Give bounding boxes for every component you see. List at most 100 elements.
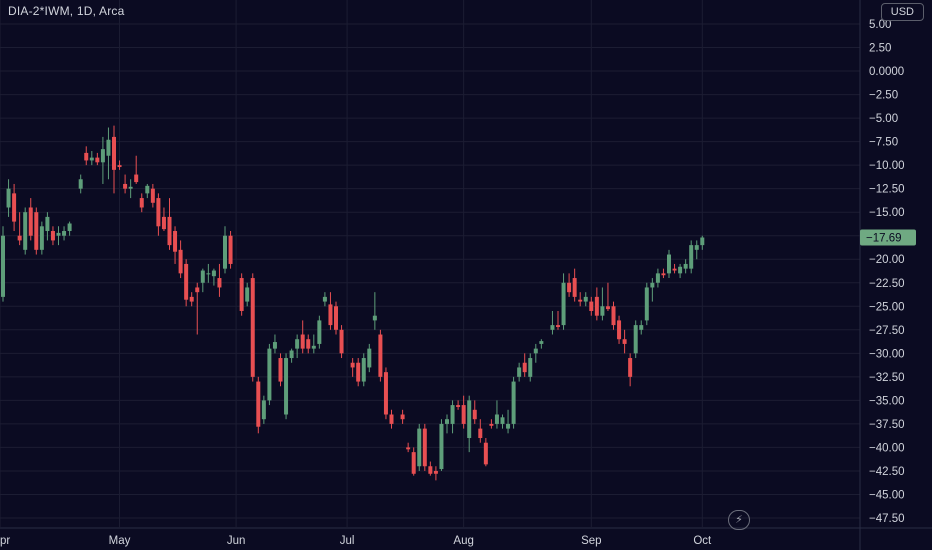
candle-body [117,165,122,168]
candle-body [650,282,655,288]
y-tick-label: −20.00 [869,254,905,266]
last-price-badge [860,229,916,246]
candle [633,320,638,359]
candle-body [383,372,388,415]
candle-body [389,414,394,424]
candle-body [422,428,427,467]
candle-body [211,270,216,277]
candle-body [250,278,255,377]
candle-body [28,207,33,236]
candle-body [500,417,505,424]
time-axis: pr May Jun Jul Aug Sep Oct [0,535,712,547]
candle [300,320,305,354]
candle-body [506,423,511,429]
candle-body [156,198,161,227]
candle-body [178,249,183,274]
candle [655,268,660,288]
currency-button[interactable]: USD [880,3,924,21]
candle [28,198,33,241]
candle-body [461,405,466,424]
candle [378,329,383,382]
candle [350,358,355,377]
candle-body [112,136,116,170]
candle [461,395,466,429]
candle [561,273,566,330]
candle-body [67,223,72,232]
candle [67,221,72,236]
candle [522,353,527,377]
candle-body [206,273,211,275]
candle [617,315,622,344]
candle-body [567,282,572,293]
candle-body [417,428,422,467]
candle-body [428,466,433,474]
candle-body [445,419,449,424]
candle [639,320,644,335]
y-tick-label: 0.0000 [869,66,904,78]
candle [339,325,344,359]
candle [84,146,89,166]
candle-body [550,325,555,330]
candle [284,353,289,420]
candle-body [339,329,344,354]
candle [128,179,133,199]
candle [217,263,222,297]
candle-body [439,423,444,470]
lightning-icon[interactable]: ⚡ [728,510,750,530]
price-axis: 5.00 2.50 0.0000 −2.50 −5.00 −7.50 −10.00 −12.5… [869,19,905,525]
candle-body [667,254,671,274]
y-tick-label: −35.00 [869,395,905,407]
candle [450,400,455,434]
candle-body [556,325,560,327]
candle [261,395,266,424]
candle [472,400,477,424]
candle-body [528,358,533,377]
candle [367,343,372,373]
candle [89,151,94,166]
candle-body [200,270,205,283]
candle-body [145,185,150,194]
candle-body [678,266,683,274]
candle [689,240,694,274]
candle-body [317,320,322,344]
candle [506,409,511,434]
candle-body [100,149,105,163]
candle-body [39,226,44,250]
candle-body [328,304,333,326]
candle [267,343,272,406]
candle [134,155,139,184]
candle [200,268,205,293]
candle [228,231,233,269]
candle-body [367,348,372,368]
y-tick-label: −32.50 [869,372,905,384]
candle [239,273,244,316]
candle-body [106,139,111,156]
y-tick-label: −12.50 [869,184,905,196]
candle [361,353,366,387]
candle [178,240,183,279]
candle [195,282,200,335]
candle-body [95,157,100,163]
candle [112,125,116,194]
candle-body [533,348,538,354]
candle-body [217,278,222,288]
candle [289,348,294,363]
y-tick-label: −7.50 [869,137,898,149]
candle-body [267,348,272,401]
candle-body [622,339,627,344]
candle-body [161,216,166,230]
candle [34,207,39,255]
candle [389,409,394,429]
candle-body [295,339,300,349]
candle [550,310,555,335]
candle-body [561,282,566,326]
candle [223,226,227,274]
candle [50,226,55,246]
candle-body [372,315,377,321]
candle [578,292,583,307]
candle-body [489,423,494,426]
candle [478,419,483,443]
y-tick-label: −47.50 [869,513,905,525]
candle [278,353,283,387]
